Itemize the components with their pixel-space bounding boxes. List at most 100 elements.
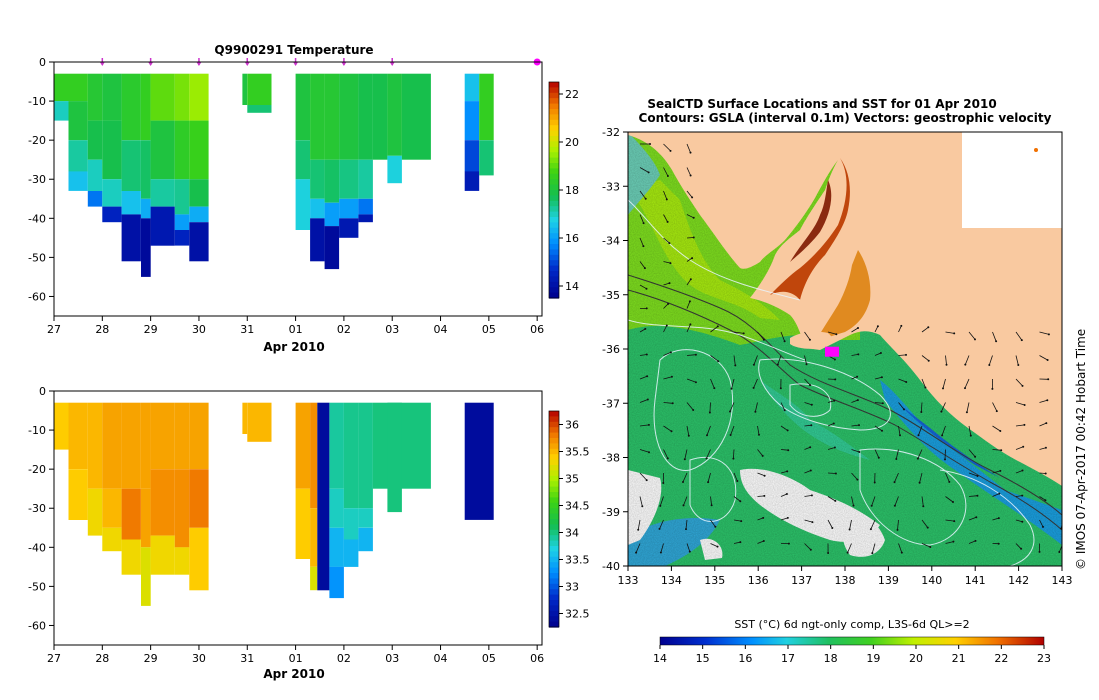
velocity-vector-head: [805, 363, 808, 366]
velocity-vector-head: [834, 472, 837, 475]
velocity-vector: [663, 402, 673, 404]
colorbar-segment: [549, 179, 559, 186]
velocity-vector: [780, 471, 788, 474]
gsla-contour: [653, 349, 734, 471]
colorbar-segment: [549, 573, 559, 579]
colorbar-segment: [549, 578, 559, 585]
section-cell: [68, 140, 88, 172]
velocity-vector: [757, 540, 764, 544]
velocity-vector: [686, 425, 690, 436]
sst-colorbar-tick-label: 16: [738, 652, 752, 665]
velocity-vector: [780, 517, 788, 521]
velocity-vector-head: [1038, 550, 1041, 553]
velocity-vector: [1039, 447, 1047, 450]
velocity-vector-head: [944, 458, 946, 461]
section-cell: [310, 218, 325, 262]
velocity-vector: [964, 355, 970, 365]
velocity-vector: [710, 355, 719, 362]
depth-tick-label: 0: [39, 56, 46, 69]
velocity-vector: [639, 237, 644, 247]
velocity-vector-head: [642, 245, 645, 248]
longitude-tick-label: 137: [791, 574, 812, 587]
velocity-vector-head: [682, 481, 684, 483]
longitude-tick-label: 136: [748, 574, 769, 587]
velocity-vector: [1015, 424, 1025, 427]
section-cell: [102, 527, 122, 552]
section-cell: [339, 218, 359, 238]
temperature-colorbar: 22 20 18 16 14: [548, 81, 579, 299]
velocity-vector-head: [1017, 364, 1020, 366]
velocity-vector-head: [689, 151, 692, 154]
velocity-vector: [874, 425, 883, 432]
section-cell: [54, 402, 69, 450]
velocity-vector-head: [716, 325, 719, 328]
velocity-vector: [1015, 470, 1023, 474]
velocity-vector: [1039, 472, 1046, 474]
sst-colorbar-tick-label: 20: [909, 652, 923, 665]
velocity-vector-head: [1023, 423, 1026, 426]
velocity-vector-head: [714, 525, 717, 528]
velocity-vector-head: [642, 222, 645, 225]
section-cell: [141, 140, 151, 199]
profile-marker-head: [389, 62, 395, 66]
gsla-contour: [859, 448, 967, 546]
velocity-vector-head: [1047, 378, 1050, 381]
salinity-time-axis: 27 28 29 30 31 01 02 03 04 05 06: [47, 645, 544, 665]
time-tick-label: 04: [434, 652, 448, 665]
section-cell: [54, 73, 69, 102]
section-cell: [387, 402, 402, 513]
colorbar-segment: [549, 146, 559, 153]
longitude-tick-label: 139: [878, 574, 899, 587]
velocity-vector-head: [953, 332, 956, 335]
sst-colorbar-tick-label: 17: [781, 652, 795, 665]
velocity-vector-head: [763, 474, 766, 477]
velocity-vector-head: [758, 433, 760, 436]
colorbar-segment: [549, 600, 559, 606]
velocity-vector: [663, 282, 670, 286]
salinity-panel: 0 -10 -20 -30 -40 -50 -60 27 28 29 30 31 01 02 03 04 05…: [28, 385, 589, 681]
latitude-tick-label: -35: [602, 289, 620, 302]
velocity-vector: [871, 543, 876, 554]
colorbar-segment: [549, 130, 559, 137]
section-cell: [247, 73, 272, 105]
velocity-vector: [919, 472, 923, 483]
velocity-vector: [945, 331, 955, 334]
section-cell: [141, 198, 151, 219]
section-cell: [464, 73, 480, 102]
colorbar-segment: [549, 438, 559, 444]
colorbar-segment: [549, 475, 559, 482]
velocity-vector: [921, 543, 931, 548]
velocity-vector-head: [734, 364, 737, 367]
colorbar-segment: [549, 470, 559, 477]
spencer-gulf: [770, 158, 850, 300]
velocity-vector-head: [997, 542, 1000, 545]
time-tick-label: 28: [95, 652, 109, 665]
velocity-vector: [710, 496, 712, 506]
velocity-vector-head: [998, 492, 1001, 495]
velocity-vector: [663, 376, 673, 380]
velocity-vector: [1015, 543, 1022, 550]
velocity-vector-head: [637, 528, 640, 531]
velocity-vector: [918, 425, 923, 436]
section-cell: [310, 402, 318, 509]
velocity-vector-head: [988, 364, 991, 366]
section-cell: [54, 101, 69, 121]
section-cell: [174, 469, 190, 548]
velocity-vector-head: [670, 430, 673, 433]
velocity-vector: [921, 519, 929, 528]
velocity-vector-head: [689, 174, 692, 177]
map-title: SealCTD Surface Locations and SST for 01…: [647, 97, 996, 111]
salinity-depth-axis: 0 -10 -20 -30 -40 -50 -60: [28, 385, 54, 632]
section-cell: [310, 159, 325, 199]
colorbar-segment: [549, 184, 559, 191]
velocity-vector-head: [692, 236, 695, 239]
velocity-vector: [753, 378, 758, 389]
section-cell: [68, 402, 88, 470]
section-cell: [317, 402, 330, 591]
velocity-vector: [686, 279, 692, 286]
velocity-vector: [851, 496, 854, 506]
longitude-tick-label: 142: [1008, 574, 1029, 587]
velocity-vector-head: [687, 434, 690, 437]
colorbar-tick-label: 18: [565, 184, 579, 197]
velocity-vector-head: [635, 551, 638, 554]
